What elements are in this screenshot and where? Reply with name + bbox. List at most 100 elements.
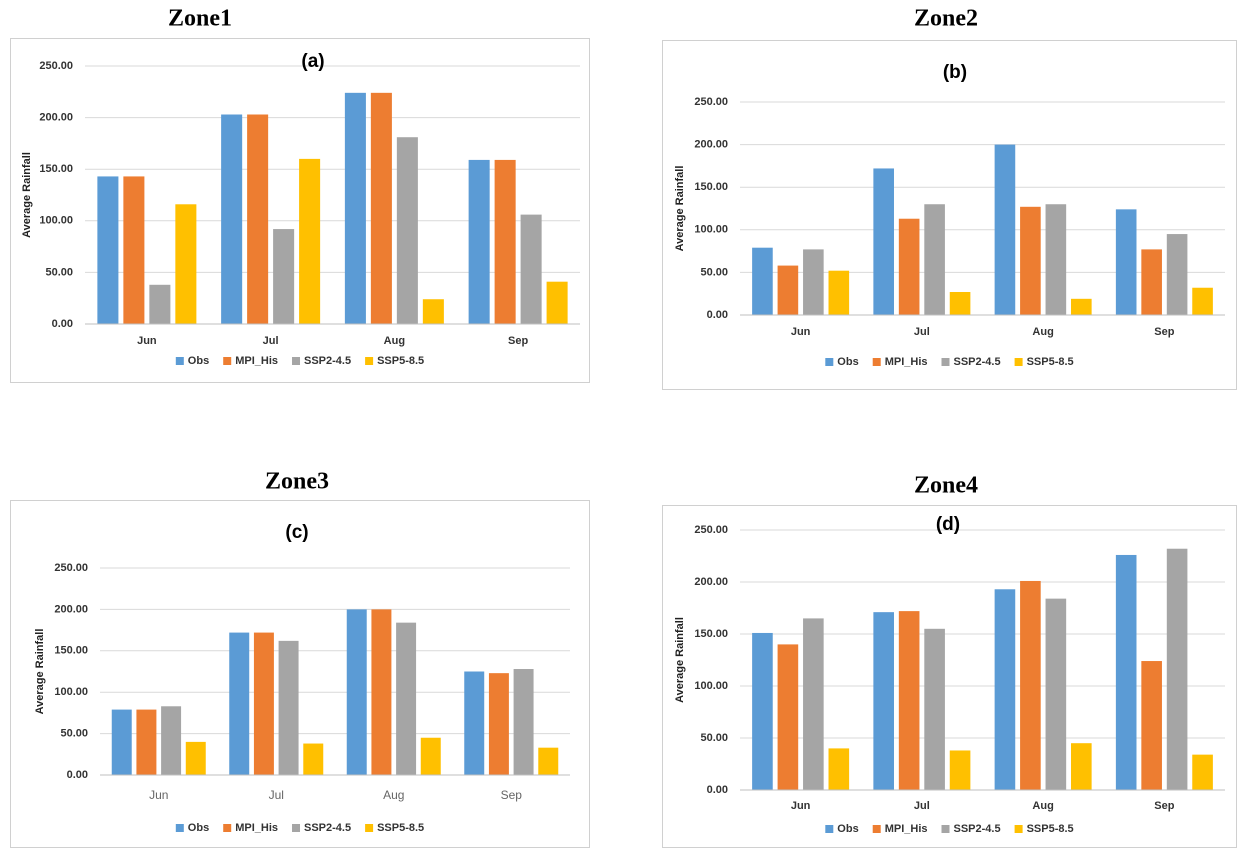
bar (371, 609, 392, 775)
bar (494, 159, 516, 324)
y-tick-label: 0.00 (707, 784, 728, 796)
y-tick-label: 200.00 (694, 139, 728, 151)
y-axis-label: Average Rainfall (34, 629, 46, 715)
x-tick-label: Aug (383, 788, 404, 802)
y-tick-label: 0.00 (67, 769, 88, 781)
y-tick-label: 150.00 (694, 628, 728, 640)
y-tick-label: 100.00 (54, 686, 88, 698)
legend-label: SSP5-8.5 (1027, 823, 1074, 835)
bar (136, 709, 157, 775)
legend-label: MPI_His (235, 355, 278, 367)
chart-title: Zone2 (914, 6, 978, 32)
bar (520, 214, 542, 324)
legend-swatch (941, 358, 950, 366)
x-tick-label: Aug (1032, 800, 1053, 812)
bar (253, 632, 274, 775)
bar (1141, 249, 1162, 315)
y-tick-label: 50.00 (700, 266, 728, 278)
bar (464, 671, 485, 775)
bar (420, 737, 441, 775)
legend-label: MPI_His (885, 823, 928, 835)
bar (1045, 204, 1067, 315)
bar (994, 589, 1016, 790)
chart-frame (662, 40, 1237, 390)
y-tick-label: 50.00 (700, 732, 728, 744)
legend-label: SSP2-4.5 (954, 356, 1001, 368)
bar (1020, 580, 1041, 790)
y-axis-label: Average Rainfall (674, 166, 686, 252)
legend-label: MPI_His (885, 356, 928, 368)
chart-title: Zone3 (265, 469, 329, 495)
bar (752, 632, 773, 790)
bar (1166, 548, 1188, 790)
legend-swatch (825, 825, 834, 833)
x-tick-label: Jul (263, 335, 279, 347)
chart-title: Zone4 (914, 473, 978, 499)
bar (247, 114, 269, 324)
legend-swatch (872, 358, 881, 366)
bar (1115, 554, 1137, 790)
legend-swatch (1014, 825, 1023, 833)
bar (221, 114, 243, 324)
bar (949, 291, 971, 315)
bar (1115, 209, 1137, 315)
y-tick-label: 100.00 (694, 680, 728, 692)
bar (273, 229, 295, 324)
legend-swatch (941, 825, 950, 833)
bar (898, 611, 920, 790)
y-tick-label: 150.00 (39, 163, 73, 175)
y-tick-label: 100.00 (694, 224, 728, 236)
y-tick-label: 200.00 (54, 603, 88, 615)
x-tick-label: Jun (149, 788, 168, 802)
bar (924, 204, 945, 315)
bar (546, 281, 568, 324)
bar (898, 218, 920, 315)
x-tick-label: Jun (791, 326, 811, 338)
legend-label: MPI_His (235, 822, 278, 834)
legend-label: SSP2-4.5 (304, 822, 351, 834)
bar (777, 644, 799, 790)
bar (344, 92, 366, 324)
bar (468, 159, 490, 324)
legend-swatch (175, 824, 184, 832)
chart-subtitle: (a) (301, 51, 324, 72)
x-tick-label: Aug (384, 335, 405, 347)
x-tick-label: Sep (1154, 800, 1174, 812)
y-tick-label: 150.00 (694, 181, 728, 193)
bar (175, 204, 197, 324)
bar (873, 168, 894, 315)
bar (1192, 287, 1213, 315)
x-tick-label: Jul (914, 326, 930, 338)
legend-swatch (872, 825, 881, 833)
y-tick-label: 150.00 (54, 645, 88, 657)
bar (1045, 598, 1067, 790)
bar (1166, 234, 1188, 315)
x-tick-label: Jul (269, 788, 284, 802)
bar (303, 743, 324, 775)
bar (803, 249, 824, 315)
bar (1141, 661, 1162, 790)
chart-subtitle: (c) (285, 522, 308, 543)
bar (828, 270, 850, 315)
bar (396, 137, 418, 324)
y-axis-label: Average Rainfall (21, 152, 33, 238)
y-axis-label: Average Rainfall (674, 617, 686, 703)
bar (777, 265, 799, 315)
bar (229, 632, 250, 775)
y-tick-label: 200.00 (694, 576, 728, 588)
x-tick-label: Jun (791, 800, 811, 812)
legend-swatch (365, 357, 374, 365)
legend-label: Obs (837, 356, 858, 368)
x-tick-label: Jun (137, 335, 157, 347)
y-tick-label: 200.00 (39, 112, 73, 124)
legend-label: Obs (188, 822, 209, 834)
bar (752, 247, 773, 315)
bar (828, 748, 850, 790)
y-tick-label: 50.00 (60, 728, 88, 740)
bar (949, 750, 971, 790)
bar (149, 284, 171, 324)
y-tick-label: 250.00 (54, 562, 88, 574)
bar (123, 176, 145, 324)
x-tick-label: Sep (508, 335, 528, 347)
